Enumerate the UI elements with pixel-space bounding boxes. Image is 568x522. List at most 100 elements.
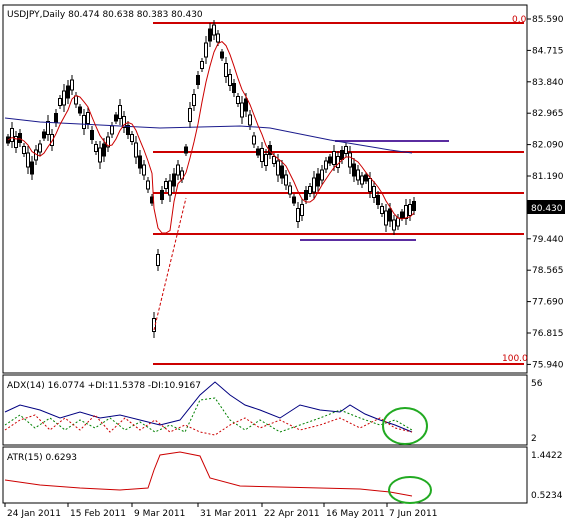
candle-body xyxy=(408,204,412,216)
date-tick-label: 22 Apr 2011 xyxy=(264,509,320,519)
candle-body xyxy=(172,173,176,187)
candle-body xyxy=(292,196,296,204)
adx-scale-bottom: 2 xyxy=(531,434,537,444)
candle-body xyxy=(110,125,114,135)
candle-body xyxy=(200,61,204,69)
candle-body xyxy=(276,160,280,176)
date-axis: 24 Jan 2011 15 Feb 2011 9 Mar 2011 31 Mar 2… xyxy=(4,503,437,519)
current-price-label: 80.430 xyxy=(531,204,563,214)
candle-body xyxy=(142,164,146,176)
candle-body xyxy=(356,169,360,181)
price-candles xyxy=(6,20,416,338)
candle-body xyxy=(368,178,372,192)
candle-body xyxy=(74,95,78,105)
price-tick-label: 76.815 xyxy=(532,329,564,339)
candle-body xyxy=(14,136,18,148)
candle-body xyxy=(78,106,82,114)
adx-highlight-circle xyxy=(382,407,428,445)
horizontal-levels xyxy=(153,22,524,365)
candle-body xyxy=(18,133,22,143)
price-tick-label: 85.590 xyxy=(532,15,564,25)
candle-body xyxy=(212,24,216,36)
atr-pane[interactable] xyxy=(2,446,528,504)
candle-body xyxy=(22,146,26,154)
candle-body xyxy=(336,156,340,168)
candle-body xyxy=(244,98,248,112)
candle-body xyxy=(248,114,252,126)
candle-body xyxy=(94,144,98,152)
minus-di-line xyxy=(4,414,413,436)
candle-body xyxy=(50,134,54,146)
candle-body xyxy=(216,33,220,43)
fib-level-bottom: 100.0 xyxy=(502,354,528,364)
candle-body xyxy=(280,165,284,179)
candle-body xyxy=(46,121,50,135)
fast-moving-average xyxy=(7,40,415,234)
candle-body xyxy=(204,42,208,58)
atr-scale-top: 1.4422 xyxy=(531,451,563,461)
candle-body xyxy=(30,161,34,175)
price-tick-label: 83.840 xyxy=(532,78,564,88)
date-tick-label: 31 Mar 2011 xyxy=(200,509,257,519)
atr-line xyxy=(4,451,413,497)
candle-body xyxy=(130,134,134,142)
candle-body xyxy=(98,147,102,163)
candle-body xyxy=(392,219,396,231)
candle-body xyxy=(404,205,408,219)
adx-pane[interactable] xyxy=(2,374,528,446)
adx-line xyxy=(4,381,413,433)
atr-highlight-circle xyxy=(388,476,432,504)
candle-body xyxy=(106,136,110,148)
candle-body xyxy=(192,94,196,106)
fibonacci-trendline xyxy=(153,197,187,331)
candle-body xyxy=(324,160,328,170)
candle-body xyxy=(188,108,192,122)
candle-body xyxy=(102,143,106,157)
candle-body xyxy=(10,128,14,142)
candle-body xyxy=(352,163,356,177)
candle-body xyxy=(228,74,232,86)
candle-body xyxy=(236,96,240,104)
plus-di-line xyxy=(4,397,413,433)
candle-body xyxy=(260,148,264,162)
candle-body xyxy=(126,125,130,135)
candle-body xyxy=(62,90,66,106)
date-tick-label: 7 Jun 2011 xyxy=(389,509,437,519)
candle-body xyxy=(122,116,126,128)
candle-body xyxy=(38,143,42,153)
adx-scale-top: 56 xyxy=(531,379,543,389)
candle-body xyxy=(400,211,404,219)
candle-body xyxy=(380,206,384,214)
candle-body xyxy=(328,156,332,164)
candle-body xyxy=(224,63,228,77)
candle-body xyxy=(26,152,30,168)
candle-body xyxy=(256,148,260,156)
price-tick-label: 82.965 xyxy=(532,109,564,119)
current-price-marker xyxy=(527,200,565,214)
candle-body xyxy=(146,180,150,190)
price-tick-label: 79.440 xyxy=(532,235,564,245)
candle-body xyxy=(396,217,400,227)
candle-body xyxy=(114,114,118,122)
candle-body xyxy=(240,102,244,118)
date-tick-label: 15 Feb 2011 xyxy=(70,509,126,519)
date-tick-label: 16 May 2011 xyxy=(326,509,385,519)
atr-pane-header: ATR(15) 0.6293 xyxy=(7,453,77,463)
candle-body xyxy=(412,201,416,211)
candle-body xyxy=(340,150,344,160)
candle-body xyxy=(288,185,292,195)
candle-body xyxy=(70,79,74,91)
candle-body xyxy=(184,146,188,154)
price-pane[interactable] xyxy=(2,4,528,374)
candle-body xyxy=(316,173,320,187)
candle-body xyxy=(82,115,86,129)
candle-body xyxy=(264,154,268,166)
candle-body xyxy=(118,105,122,119)
candle-body xyxy=(388,208,392,222)
candle-body xyxy=(232,83,236,93)
candle-body xyxy=(208,28,212,42)
candle-body xyxy=(220,51,224,59)
price-tick-label: 84.715 xyxy=(532,46,564,56)
candle-body xyxy=(138,155,142,169)
